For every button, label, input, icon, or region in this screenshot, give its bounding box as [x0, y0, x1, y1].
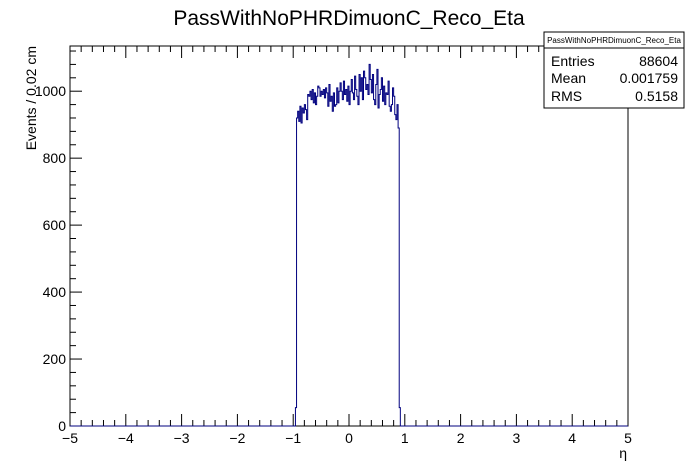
x-tick-label: 1 — [401, 430, 409, 446]
y-axis-title: Events / 0.02 cm — [23, 46, 39, 150]
y-tick-label: 200 — [43, 351, 67, 367]
x-tick-label: −5 — [62, 430, 78, 446]
stats-rms-label: RMS — [551, 88, 582, 104]
x-tick-label: 4 — [568, 430, 576, 446]
stats-mean-value: 0.001759 — [620, 70, 679, 86]
x-tick-label: −3 — [174, 430, 190, 446]
x-axis-ticks — [69, 46, 629, 426]
y-tick-label: 800 — [43, 150, 67, 166]
stats-box: PassWithNoPHRDimuonC_Reco_Eta Entries 88… — [543, 31, 685, 109]
y-tick-label: 0 — [58, 418, 66, 434]
histogram-series-line — [70, 63, 628, 427]
x-tick-label: 2 — [457, 430, 465, 446]
x-tick-label: 3 — [513, 430, 521, 446]
stats-entries-value: 88604 — [639, 53, 678, 69]
x-tick-label: 5 — [624, 430, 632, 446]
y-axis-ticks — [70, 50, 82, 427]
stats-mean-label: Mean — [551, 70, 586, 86]
y-tick-label: 600 — [43, 217, 67, 233]
stats-entries-label: Entries — [551, 53, 595, 69]
x-tick-label: −4 — [118, 430, 134, 446]
x-axis-title: η — [619, 445, 627, 461]
x-tick-label: −1 — [285, 430, 301, 446]
y-axis-tick-labels: 0 200 400 600 800 1000 — [35, 83, 66, 434]
y-tick-label: 400 — [43, 284, 67, 300]
chart-title: PassWithNoPHRDimuonC_Reco_Eta — [173, 7, 525, 30]
x-tick-label: 0 — [345, 430, 353, 446]
x-axis-tick-labels: −5 −4 −3 −2 −1 0 1 2 3 4 5 — [62, 430, 632, 446]
stats-rms-value: 0.5158 — [635, 88, 678, 104]
stats-box-title: PassWithNoPHRDimuonC_Reco_Eta — [547, 36, 681, 45]
stats-box-frame — [543, 31, 685, 109]
y-tick-label: 1000 — [35, 83, 66, 99]
x-tick-label: −2 — [229, 430, 245, 446]
